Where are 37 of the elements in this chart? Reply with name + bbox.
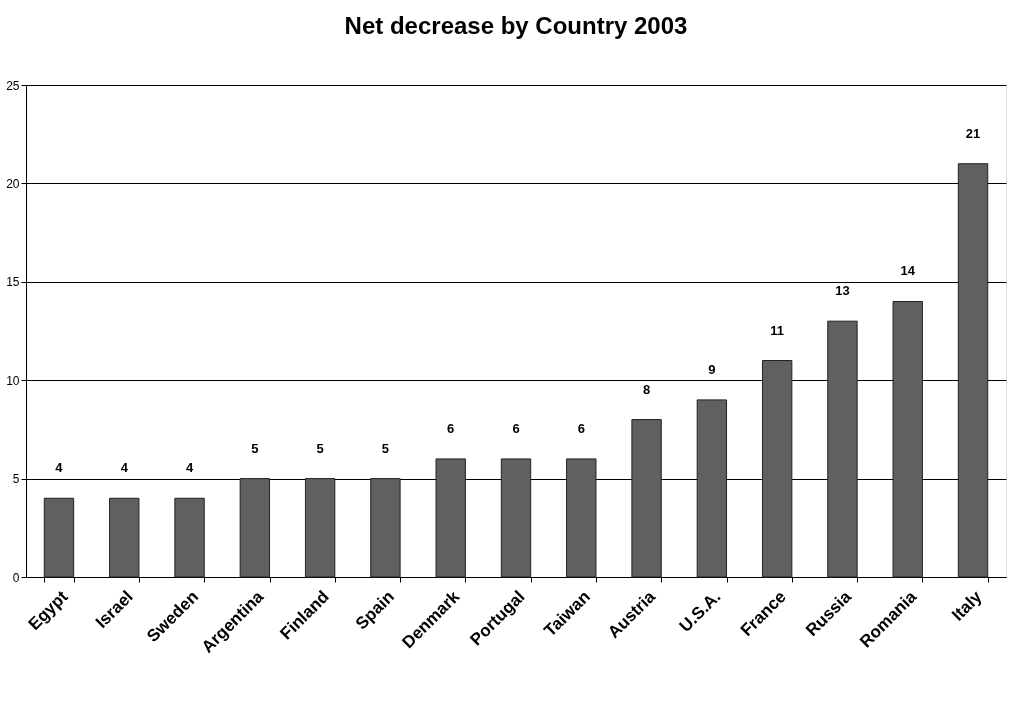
data-label: 5	[316, 440, 324, 456]
y-tick-label: 10	[6, 373, 20, 388]
bar	[566, 458, 597, 578]
bar	[174, 497, 205, 578]
chart-title: Net decrease by Country 2003	[344, 12, 688, 39]
bar	[500, 458, 532, 578]
y-tick-label: 20	[6, 176, 20, 191]
bar	[892, 300, 923, 578]
data-label: 6	[447, 420, 455, 436]
data-label: 9	[708, 361, 716, 377]
bar	[304, 478, 336, 578]
bar	[435, 458, 466, 578]
data-label: 5	[251, 440, 259, 456]
data-label: 11	[770, 322, 785, 338]
bar	[239, 478, 271, 578]
data-label: 13	[835, 283, 850, 299]
data-label: 8	[642, 381, 651, 397]
data-label: 4	[55, 460, 64, 476]
bar	[761, 360, 793, 578]
bar	[827, 320, 858, 578]
data-label: 4	[120, 460, 129, 476]
bar	[109, 497, 140, 578]
data-label: 14	[900, 263, 916, 279]
data-label: 5	[381, 440, 390, 456]
bar	[696, 399, 728, 578]
data-label: 21	[965, 125, 981, 141]
bar	[957, 163, 989, 578]
y-tick-label: 25	[6, 78, 20, 93]
y-tick-label: 5	[12, 472, 20, 487]
data-label: 6	[512, 420, 520, 436]
data-label: 6	[577, 420, 585, 436]
y-tick-label: 0	[12, 570, 20, 585]
y-tick-label: 15	[6, 275, 20, 290]
data-label: 4	[185, 460, 194, 476]
bar	[43, 497, 75, 578]
bar	[370, 478, 401, 578]
bar	[631, 419, 662, 578]
